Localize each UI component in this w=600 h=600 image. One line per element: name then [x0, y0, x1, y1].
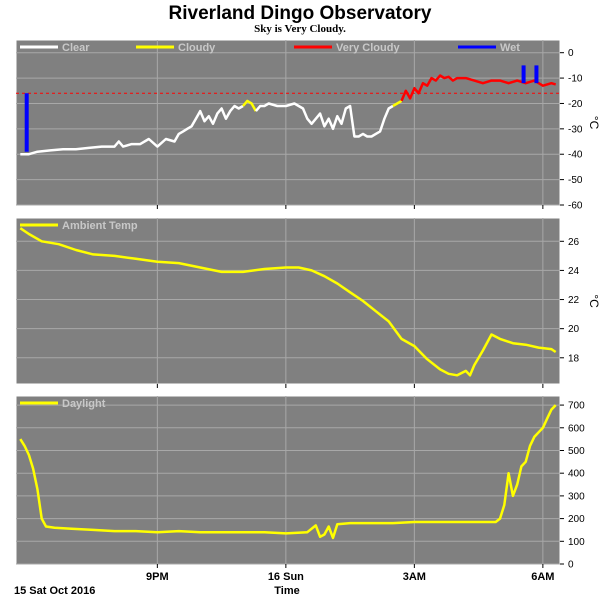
daylight-plot-area [15, 395, 561, 565]
daylight-panel: 0 100 200 300 400 500 600 700 9PM 16 Sun 3AM 6AM Day… [15, 395, 585, 583]
y-tick-label: 24 [568, 266, 580, 277]
page-title: Riverland Dingo Observatory [169, 3, 432, 24]
cloudy-series-line [242, 99, 257, 112]
y-tick-label: 700 [568, 401, 585, 412]
y-tick-label: -40 [568, 150, 583, 161]
legend-label: Very Cloudy [336, 42, 400, 54]
ambient-temp-series-line [19, 227, 557, 377]
legend-label: Cloudy [178, 42, 216, 54]
clear-series-line [254, 102, 394, 138]
legend-label: Wet [500, 42, 520, 54]
date-label: 15 Sat Oct 2016 [14, 585, 95, 597]
x-tick-label: 9PM [146, 571, 169, 583]
legend-label: Ambient Temp [62, 220, 138, 232]
y-tick-label: -30 [568, 124, 583, 135]
y-tick-label: 100 [568, 537, 585, 548]
ambient-panel: 18 20 22 24 26 °C Ambient Temp [15, 217, 600, 388]
y-tick-label: 200 [568, 514, 585, 525]
x-tick-label: 6AM [531, 571, 554, 583]
y-tick-label: 400 [568, 469, 585, 480]
y-tick-label: 0 [568, 48, 574, 59]
y-tick-label: 0 [568, 560, 574, 571]
y-tick-label: 600 [568, 423, 585, 434]
cloudy-series-line [392, 99, 403, 108]
y-axis-unit: °C [587, 116, 600, 130]
y-tick-label: -50 [568, 175, 583, 186]
y-tick-label: -10 [568, 74, 583, 85]
y-tick-label: 300 [568, 491, 585, 502]
y-tick-label: 26 [568, 237, 580, 248]
x-tick-label: 16 Sun [268, 571, 304, 583]
daylight-series-line [19, 404, 557, 540]
sky-status: Sky is Very Cloudy. [254, 23, 346, 35]
y-tick-label: -20 [568, 99, 583, 110]
legend-label: Daylight [62, 398, 106, 410]
clear-series-line [20, 104, 244, 156]
y-tick-label: 500 [568, 446, 585, 457]
ambient-plot-area [15, 217, 561, 385]
sky-panel: 0 -10 -20 -30 -40 -50 -60 °C Clear Cloudy Very Clo… [15, 39, 600, 212]
x-tick-label: 3AM [403, 571, 426, 583]
y-tick-label: 20 [568, 324, 580, 335]
y-tick-label: 18 [568, 353, 580, 364]
y-tick-label: -60 [568, 201, 583, 212]
y-axis-unit: °C [587, 294, 600, 308]
x-axis-title: Time [274, 585, 299, 597]
sky-plot-area [15, 39, 561, 206]
y-tick-label: 22 [568, 295, 580, 306]
legend-label: Clear [62, 42, 90, 54]
